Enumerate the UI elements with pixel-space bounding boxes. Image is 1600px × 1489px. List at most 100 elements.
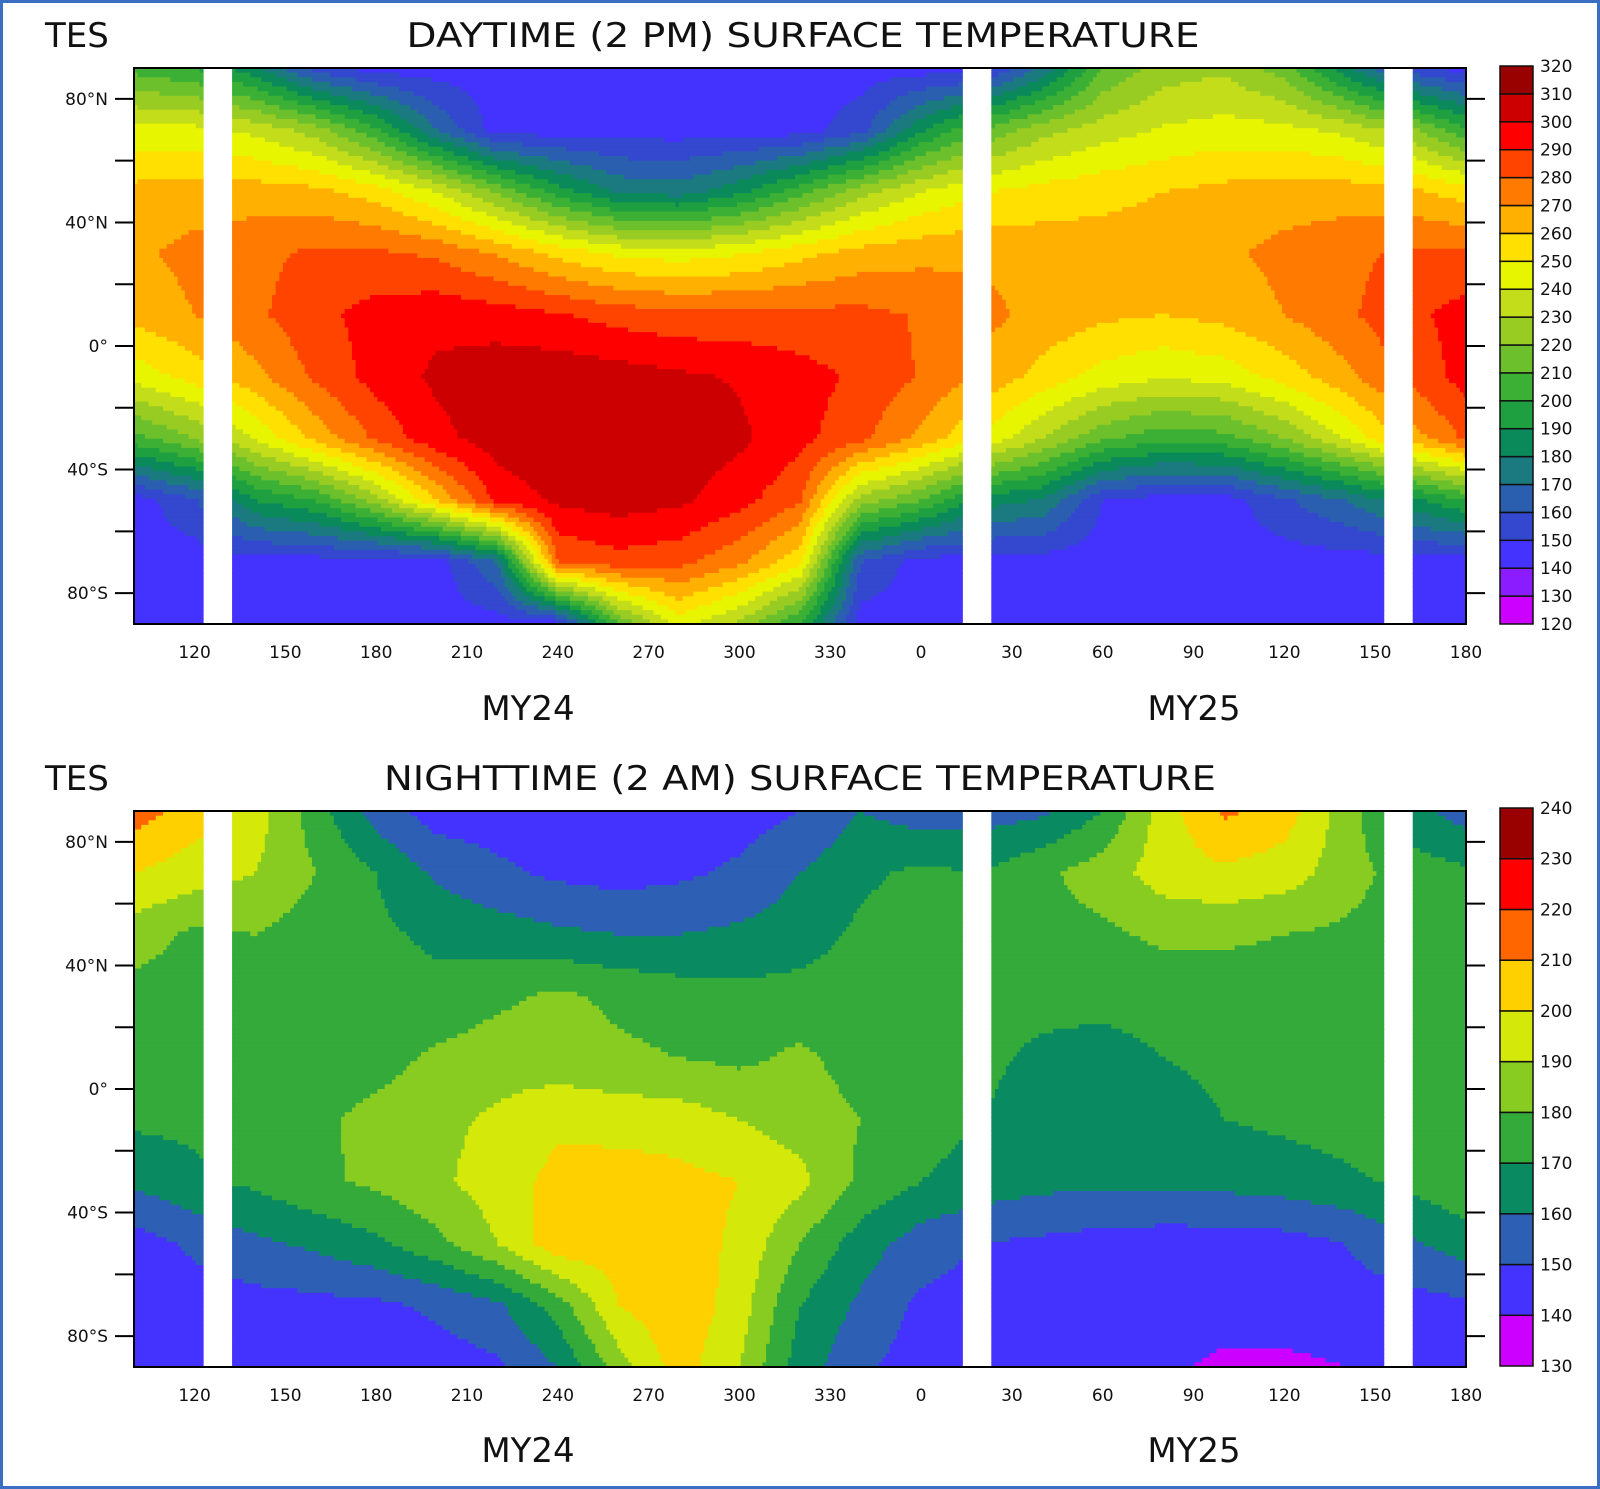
heatmap-cell [134,281,179,287]
heatmap-cell [417,1056,687,1062]
heatmap-cell [864,559,905,565]
heatmap-cell [1071,151,1196,157]
heatmap-cell [1296,105,1338,111]
heatmap-cell [457,457,495,463]
heatmap-cell [617,1297,716,1303]
heatmap-cell [838,1084,963,1090]
heatmap-cell [918,1288,963,1294]
heatmap-cell [1325,843,1367,849]
heatmap-cell [420,373,716,380]
heatmap-cell [134,1237,168,1243]
heatmap-cell [555,545,615,551]
heatmap-cell [1274,290,1367,296]
heatmap-cell [522,540,531,546]
heatmap-cell [431,355,600,361]
heatmap-cell [1376,531,1385,537]
heatmap-cell [922,165,963,171]
heatmap-cell [809,517,822,523]
heatmap-cell [718,1269,760,1275]
heatmap-cell [533,248,589,254]
heatmap-cell [330,91,371,97]
heatmap-cell [1067,885,1152,891]
heatmap-cell [341,1126,469,1132]
colorbar: 3203103002902802702602502402302202102001… [1499,57,1572,635]
heatmap-cell [1438,485,1467,491]
heatmap-cell [816,1278,865,1285]
heatmap-cell [991,452,1029,458]
heatmap-cell [1238,401,1290,407]
heatmap-cell [809,1047,963,1053]
heatmap-cell [998,188,1170,194]
heatmap-cell [355,1102,495,1109]
heatmap-cell [835,494,847,500]
heatmap-cell [417,156,444,162]
heatmap-cell [936,1163,963,1169]
heatmap-cell [1321,848,1367,854]
heatmap-cell [1365,894,1385,900]
heatmap-cell [784,1278,818,1285]
heatmap-cell [722,861,811,868]
heatmap-cell [402,1070,829,1076]
colorbar-label: 210 [1540,364,1572,384]
heatmap-cell [402,429,458,435]
heatmap-cell [134,1116,204,1123]
heatmap-cell [1365,443,1385,449]
heatmap-cell [929,461,960,468]
heatmap-cell [493,1014,607,1021]
heatmap-cell [192,1209,204,1215]
heatmap-cell [911,341,963,347]
heatmap-cell [373,447,404,454]
heatmap-cell [1303,452,1338,458]
heatmap-cell [1430,313,1467,319]
heatmap-cell [1412,1010,1467,1016]
heatmap-cell [1056,91,1080,97]
heatmap-cell [846,508,858,514]
heatmap-cell [598,885,647,891]
heatmap-cell [355,1181,458,1187]
heatmap-cell [134,1075,204,1081]
heatmap-cell [1445,494,1467,500]
heatmap-cell [493,202,524,208]
heatmap-cell [835,304,869,310]
heatmap-cell [1285,466,1323,472]
heatmap-cell [297,109,331,115]
heatmap-cell [1158,945,1236,951]
heatmap-cell [261,852,309,858]
heatmap-cell [722,1246,767,1252]
heatmap-cell [867,128,887,134]
heatmap-cell [1216,429,1269,435]
heatmap-cell [766,1343,793,1350]
heatmap-cell [351,1223,437,1229]
heatmap-cell [134,871,204,877]
heatmap-cell [301,824,339,831]
heatmap-cell [991,183,1029,190]
heatmap-cell [134,1126,204,1132]
heatmap-cell [856,1130,963,1136]
heatmap-cell [1365,843,1385,849]
heatmap-cell [290,253,418,259]
heatmap-cell [555,619,567,625]
heatmap-cell [925,151,963,157]
colorbar-label: 140 [1540,1306,1572,1326]
heatmap-cell [860,512,902,519]
heatmap-cell [475,1200,535,1206]
heatmap-cell [290,420,324,426]
heatmap-cell [232,931,251,937]
heatmap-cell [457,1181,535,1187]
heatmap-cell [849,132,876,139]
heatmap-cell [275,114,317,120]
heatmap-cell [439,105,480,111]
heatmap-cell [947,466,963,472]
heatmap-cell [922,526,963,532]
heatmap-cell [911,457,945,463]
heatmap-cell [1260,522,1345,528]
heatmap-cell [453,346,542,352]
heatmap-cell [577,614,589,620]
heatmap-cell [497,461,727,468]
heatmap-cell [991,179,1051,185]
heatmap-cell [508,531,520,537]
heatmap-cell [1412,1246,1436,1252]
heatmap-cell [1311,151,1385,157]
heatmap-cell [740,1353,767,1359]
